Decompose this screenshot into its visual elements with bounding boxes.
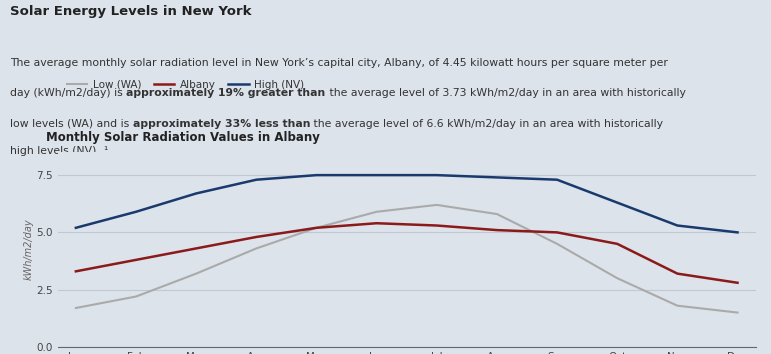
Text: Solar Energy Levels in New York: Solar Energy Levels in New York	[10, 5, 251, 18]
Text: high levels (NV).: high levels (NV).	[10, 146, 103, 156]
Y-axis label: kWh/m2/day: kWh/m2/day	[24, 219, 34, 280]
Text: approximately 19% greater than: approximately 19% greater than	[126, 88, 325, 98]
Text: the average level of 3.73 kWh/m2/day in an area with historically: the average level of 3.73 kWh/m2/day in …	[325, 88, 685, 98]
Text: ¹: ¹	[103, 146, 107, 156]
Text: the average level of 6.6 kWh/m2/day in an area with historically: the average level of 6.6 kWh/m2/day in a…	[310, 119, 663, 129]
Legend: Low (WA), Albany, High (NV): Low (WA), Albany, High (NV)	[62, 76, 308, 94]
Text: low levels (WA) and is: low levels (WA) and is	[10, 119, 133, 129]
Text: approximately 33% less than: approximately 33% less than	[133, 119, 310, 129]
Text: day (kWh/m2/day) is: day (kWh/m2/day) is	[10, 88, 126, 98]
Text: The average monthly solar radiation level in New York’s capital city, Albany, of: The average monthly solar radiation leve…	[10, 58, 668, 68]
Text: Monthly Solar Radiation Values in Albany: Monthly Solar Radiation Values in Albany	[45, 131, 320, 144]
